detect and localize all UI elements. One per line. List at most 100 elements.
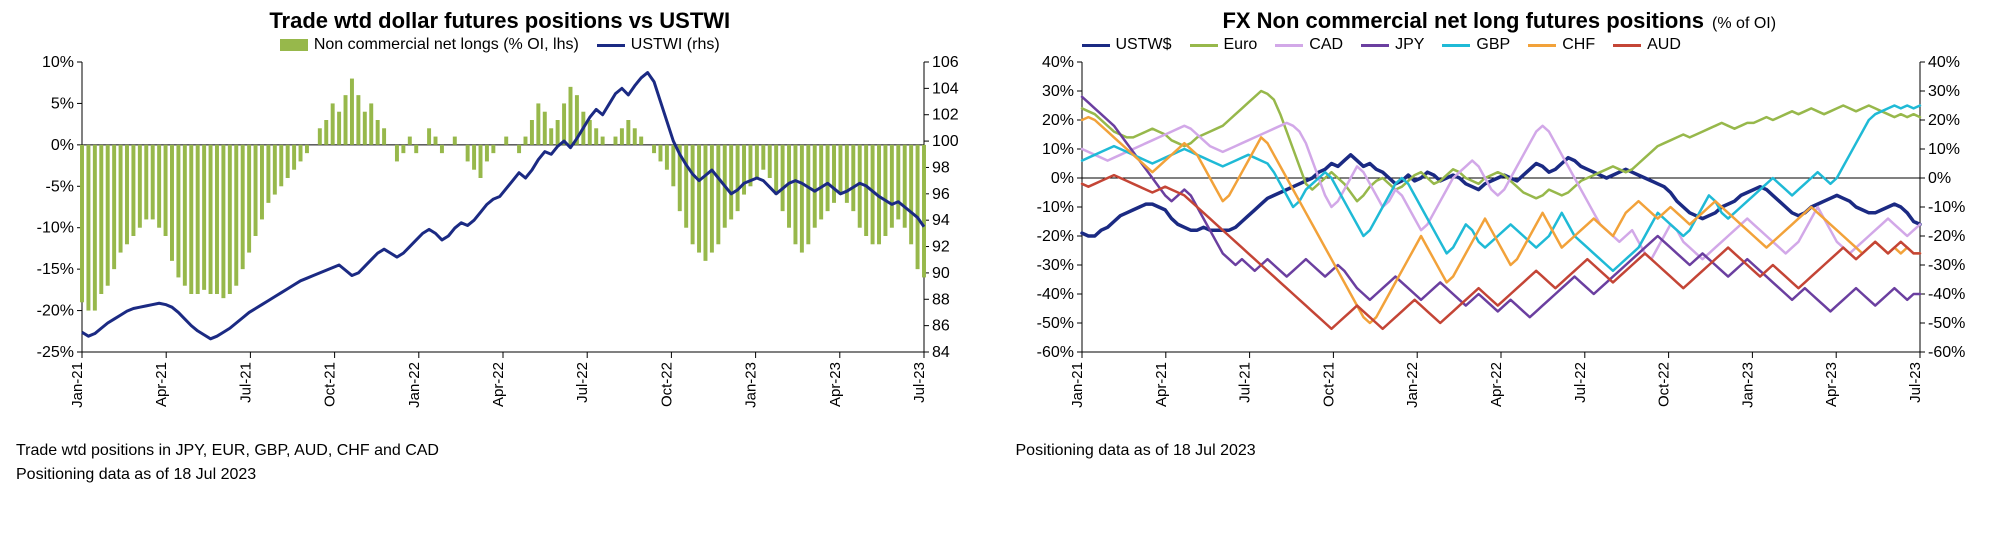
svg-text:-15%: -15% xyxy=(37,261,74,278)
svg-text:Apr-22: Apr-22 xyxy=(490,362,507,407)
svg-text:-50%: -50% xyxy=(1036,315,1073,332)
svg-text:Jan-22: Jan-22 xyxy=(1404,362,1421,408)
left-footnote-1: Trade wtd positions in JPY, EUR, GBP, AU… xyxy=(16,442,984,460)
svg-text:-20%: -20% xyxy=(1036,228,1073,245)
svg-text:40%: 40% xyxy=(1041,56,1073,71)
legend-item-line: USTWI (rhs) xyxy=(597,36,720,54)
svg-text:Apr-21: Apr-21 xyxy=(1152,362,1169,407)
line-swatch xyxy=(1190,44,1218,47)
right-legend: USTW$ Euro CAD JPY GBP CHF AUD xyxy=(1016,36,1984,54)
legend-label: USTW$ xyxy=(1116,36,1172,54)
line-swatch xyxy=(597,44,625,47)
svg-text:5%: 5% xyxy=(51,95,74,112)
svg-text:30%: 30% xyxy=(1928,83,1960,100)
legend-label: GBP xyxy=(1476,36,1510,54)
legend-bar-label: Non commercial net longs (% OI, lhs) xyxy=(314,36,579,54)
svg-text:Apr-21: Apr-21 xyxy=(153,362,170,407)
svg-text:Oct-22: Oct-22 xyxy=(1655,362,1672,407)
svg-text:Apr-22: Apr-22 xyxy=(1488,362,1505,407)
line-swatch xyxy=(1082,44,1110,47)
svg-text:Jan-21: Jan-21 xyxy=(1069,362,1086,408)
svg-text:-25%: -25% xyxy=(37,344,74,361)
legend-item-chf: CHF xyxy=(1528,36,1595,54)
svg-text:Jul-21: Jul-21 xyxy=(237,362,254,403)
left-chart-panel: Trade wtd dollar futures positions vs US… xyxy=(0,0,1000,556)
right-chart-svg: -60%-60%-50%-50%-40%-40%-30%-30%-20%-20%… xyxy=(1016,56,1976,436)
legend-item-ustw: USTW$ xyxy=(1082,36,1172,54)
svg-text:Jul-22: Jul-22 xyxy=(574,362,591,403)
svg-text:90: 90 xyxy=(932,265,950,282)
svg-text:-5%: -5% xyxy=(46,178,74,195)
svg-text:Apr-23: Apr-23 xyxy=(1823,362,1840,407)
svg-text:92: 92 xyxy=(932,239,950,256)
left-legend: Non commercial net longs (% OI, lhs) UST… xyxy=(16,36,984,54)
legend-item-gbp: GBP xyxy=(1442,36,1510,54)
svg-text:96: 96 xyxy=(932,186,950,203)
svg-text:88: 88 xyxy=(932,291,950,308)
svg-text:106: 106 xyxy=(932,56,959,71)
svg-text:Jul-21: Jul-21 xyxy=(1236,362,1253,403)
svg-text:Jul-23: Jul-23 xyxy=(1907,362,1924,403)
svg-text:-10%: -10% xyxy=(37,220,74,237)
legend-label: CAD xyxy=(1309,36,1343,54)
svg-text:20%: 20% xyxy=(1041,112,1073,129)
svg-text:94: 94 xyxy=(932,212,950,229)
svg-text:10%: 10% xyxy=(42,56,74,71)
svg-text:20%: 20% xyxy=(1928,112,1960,129)
svg-text:86: 86 xyxy=(932,318,950,335)
line-swatch xyxy=(1361,44,1389,47)
legend-label: Euro xyxy=(1224,36,1258,54)
svg-text:Jan-22: Jan-22 xyxy=(406,362,423,408)
svg-text:10%: 10% xyxy=(1041,141,1073,158)
svg-text:0%: 0% xyxy=(1050,170,1073,187)
svg-text:Apr-23: Apr-23 xyxy=(827,362,844,407)
svg-text:Oct-21: Oct-21 xyxy=(322,362,339,407)
svg-text:98: 98 xyxy=(932,159,950,176)
line-swatch xyxy=(1528,44,1556,47)
svg-text:102: 102 xyxy=(932,107,959,124)
legend-item-cad: CAD xyxy=(1275,36,1343,54)
svg-text:Jul-22: Jul-22 xyxy=(1571,362,1588,403)
line-swatch xyxy=(1613,44,1641,47)
legend-line-label: USTWI (rhs) xyxy=(631,36,720,54)
svg-text:-30%: -30% xyxy=(1928,257,1965,274)
svg-text:-40%: -40% xyxy=(1928,286,1965,303)
legend-item-jpy: JPY xyxy=(1361,36,1424,54)
left-chart-svg: -25%-20%-15%-10%-5%0%5%10%84868890929496… xyxy=(16,56,976,436)
right-title-main: FX Non commercial net long futures posit… xyxy=(1222,8,1704,34)
bar-swatch xyxy=(280,39,308,51)
legend-item-euro: Euro xyxy=(1190,36,1258,54)
svg-text:-50%: -50% xyxy=(1928,315,1965,332)
svg-text:Jan-21: Jan-21 xyxy=(69,362,86,408)
right-title-suffix: (% of OI) xyxy=(1712,15,1776,33)
svg-text:40%: 40% xyxy=(1928,56,1960,71)
svg-text:-40%: -40% xyxy=(1036,286,1073,303)
svg-text:-10%: -10% xyxy=(1928,199,1965,216)
svg-text:0%: 0% xyxy=(51,137,74,154)
svg-text:0%: 0% xyxy=(1928,170,1951,187)
svg-text:-20%: -20% xyxy=(37,303,74,320)
right-chart-panel: FX Non commercial net long futures posit… xyxy=(1000,0,1999,556)
svg-text:Oct-21: Oct-21 xyxy=(1320,362,1337,407)
svg-text:-20%: -20% xyxy=(1928,228,1965,245)
legend-label: CHF xyxy=(1562,36,1595,54)
svg-text:Jan-23: Jan-23 xyxy=(743,362,760,408)
legend-label: JPY xyxy=(1395,36,1424,54)
legend-item-aud: AUD xyxy=(1613,36,1681,54)
svg-text:Jan-23: Jan-23 xyxy=(1739,362,1756,408)
svg-text:Jul-23: Jul-23 xyxy=(911,362,928,403)
left-footnote-2: Positioning data as of 18 Jul 2023 xyxy=(16,466,984,484)
svg-text:30%: 30% xyxy=(1041,83,1073,100)
legend-item-bars: Non commercial net longs (% OI, lhs) xyxy=(280,36,579,54)
svg-text:-30%: -30% xyxy=(1036,257,1073,274)
line-swatch xyxy=(1275,44,1303,47)
svg-text:Oct-22: Oct-22 xyxy=(658,362,675,407)
svg-text:-10%: -10% xyxy=(1036,199,1073,216)
right-title: FX Non commercial net long futures posit… xyxy=(1016,8,1984,34)
svg-text:104: 104 xyxy=(932,80,959,97)
right-footnote: Positioning data as of 18 Jul 2023 xyxy=(1016,442,1984,460)
legend-label: AUD xyxy=(1647,36,1681,54)
svg-text:-60%: -60% xyxy=(1928,344,1965,361)
svg-text:100: 100 xyxy=(932,133,959,150)
svg-text:10%: 10% xyxy=(1928,141,1960,158)
